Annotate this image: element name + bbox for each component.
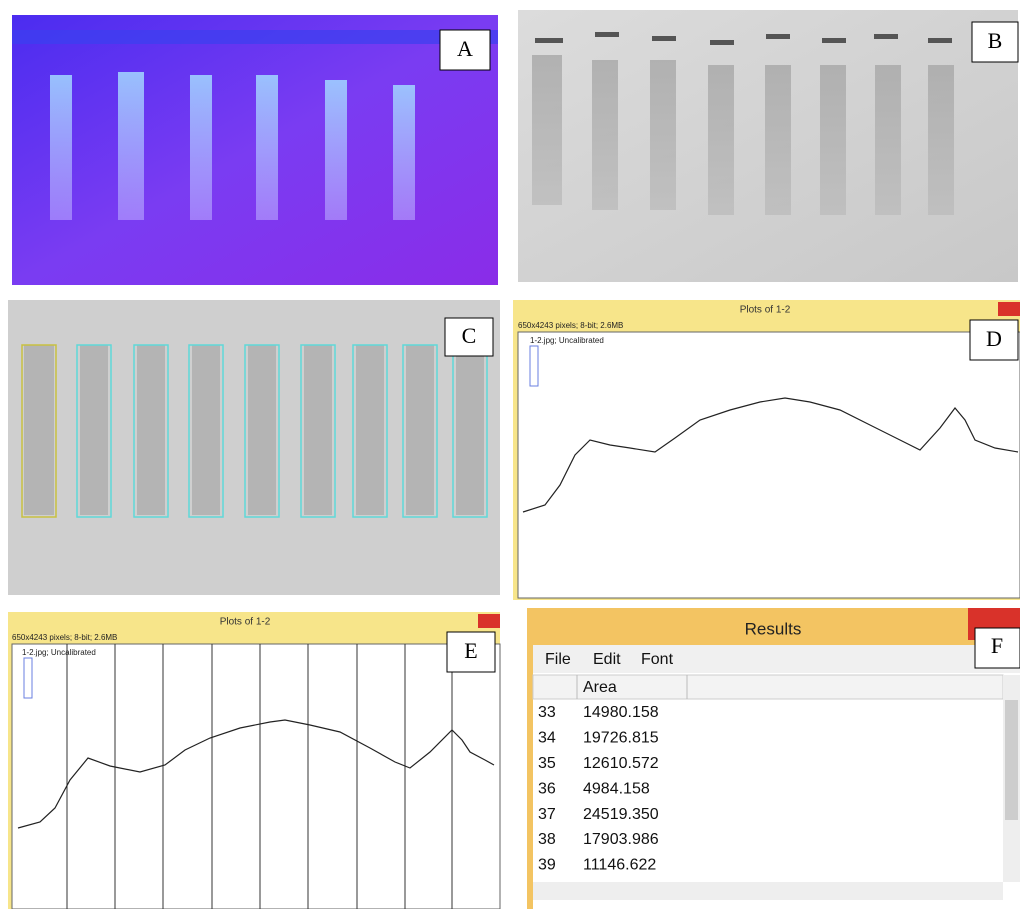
area-value: 19726.815 xyxy=(583,730,659,747)
menu-item[interactable]: Edit xyxy=(593,651,621,668)
panel-f: Results File Edit Font Area F 33 14980.15… xyxy=(527,608,1020,909)
area-value: 11146.622 xyxy=(583,857,656,874)
profile-plot xyxy=(17,719,495,829)
panel-label: B xyxy=(988,28,1003,53)
panel-e: Plots of 1-2 650x4243 pixels; 8-bit; 2.6… xyxy=(8,612,501,909)
menu-item[interactable]: File xyxy=(545,651,571,668)
row-index: 37 xyxy=(538,806,556,823)
panel-label: A xyxy=(457,36,473,61)
image-info: 650x4243 pixels; 8-bit; 2.6MB xyxy=(518,321,623,330)
menu-item[interactable]: Font xyxy=(641,651,674,668)
profile-plot xyxy=(522,397,1019,513)
row-index: 34 xyxy=(538,730,556,747)
panel-b: B xyxy=(518,10,1019,282)
window-title: Plots of 1-2 xyxy=(740,305,791,316)
area-value: 24519.350 xyxy=(583,806,659,823)
area-value: 14980.158 xyxy=(583,704,659,721)
panel-label: D xyxy=(986,326,1002,351)
row-index: 35 xyxy=(538,755,556,772)
row-index: 39 xyxy=(538,857,556,874)
image-name: 1-2.jpg; Uncalibrated xyxy=(22,648,96,657)
panel-c: C xyxy=(8,300,500,595)
area-value: 4984.158 xyxy=(583,780,650,797)
panel-d: Plots of 1-2 650x4243 pixels; 8-bit; 2.6… xyxy=(513,300,1020,600)
column-header: Area xyxy=(583,679,617,696)
panel-a: A xyxy=(12,15,498,285)
image-name: 1-2.jpg; Uncalibrated xyxy=(530,336,604,345)
row-index: 33 xyxy=(538,704,556,721)
panel-label: E xyxy=(464,638,477,663)
row-index: 36 xyxy=(538,780,556,797)
image-info: 650x4243 pixels; 8-bit; 2.6MB xyxy=(12,633,117,642)
gel-image xyxy=(12,15,498,285)
window-title: Plots of 1-2 xyxy=(220,617,271,628)
row-index: 38 xyxy=(538,831,556,848)
window-title: Results xyxy=(745,619,802,638)
panel-label: C xyxy=(462,323,477,348)
area-value: 12610.572 xyxy=(583,755,659,772)
area-value: 17903.986 xyxy=(583,831,659,848)
panel-label: F xyxy=(991,633,1003,658)
